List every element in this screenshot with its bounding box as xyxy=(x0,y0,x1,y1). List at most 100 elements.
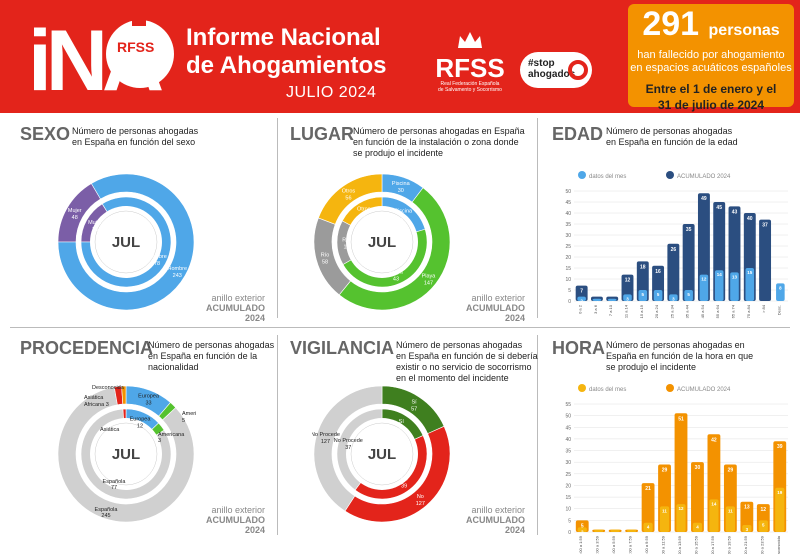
lugar-outer-0-value: 30 xyxy=(398,188,404,194)
hora-xtick: 14:00 a 15:59 xyxy=(693,535,698,554)
edad-label-month: 12 xyxy=(701,277,707,282)
hora-bar-month xyxy=(643,522,653,532)
hora-bar-acc xyxy=(674,413,688,532)
proc-outer-slice-2 xyxy=(57,386,195,523)
center-jul-label: JUL xyxy=(368,234,396,251)
hora-label-acc: 29 xyxy=(728,468,734,474)
hora-xtick: Desconocida xyxy=(776,535,781,554)
hora-bar-month xyxy=(692,522,703,532)
hora-bar-month xyxy=(577,527,587,532)
proc-label-americana-i-v: 3 xyxy=(158,438,161,444)
total-number: 291 xyxy=(642,5,700,43)
hora-ytick: 45 xyxy=(565,425,571,431)
hora-xtick: 6:00 a 7:59 xyxy=(628,535,633,554)
lugar-outer-label: anillo exterior ACUMULADO 2024 xyxy=(450,293,525,323)
lugar-desc2: en función de la instalación o zona dond… xyxy=(353,137,519,147)
edad-legend-month: datos del mes xyxy=(589,174,626,180)
proc-label-africana-o: Africana 3 xyxy=(84,402,109,408)
edad-xtick: 20 a 24 xyxy=(654,304,659,318)
edad-label-acc: 37 xyxy=(762,223,768,229)
edad-bar-acc xyxy=(759,219,772,301)
outer-label-l1: anillo exterior xyxy=(211,505,265,515)
edad-bar-acc xyxy=(667,243,680,301)
hora-ytick: 40 xyxy=(565,437,571,443)
rfess-logo: RFSS Real Federación Española de Salvame… xyxy=(420,28,520,93)
edad-bar-month xyxy=(638,290,648,301)
edad-xtick: 75 a 84 xyxy=(746,304,751,318)
edad-label-month: 3 xyxy=(626,296,629,301)
procedencia-desc1: Número de personas ahogadas xyxy=(148,340,275,350)
procedencia-title: PROCEDENCIA xyxy=(20,338,154,358)
hora-label-month: 3 xyxy=(746,527,749,532)
hora-label-acc: 42 xyxy=(711,437,717,443)
edad-label-acc: 26 xyxy=(671,247,677,253)
stop-ahogados-badge: #stop ahogados xyxy=(520,52,592,88)
sexo-outer-0-label: Mujer xyxy=(68,208,82,214)
sexo-desc: Número de personas ahogadas en España en… xyxy=(72,126,198,148)
hora-bar-month xyxy=(610,529,620,532)
vig-inner-1-value: 39 xyxy=(401,484,407,490)
vigilancia-desc4: en el momento del incidente xyxy=(396,373,509,383)
header-banner: iNA RFSS Informe Nacional de Ahogamiento… xyxy=(0,0,800,113)
vig-inner-2-label: No Procede xyxy=(334,438,363,444)
hora-ytick: 20 xyxy=(565,483,571,489)
vigilancia-desc1: Número de personas ahogadas xyxy=(396,340,523,350)
procedencia-desc2: en España en función de la xyxy=(148,351,258,361)
divider xyxy=(10,327,790,328)
lugar-inner-0-value: 19 xyxy=(400,216,406,222)
vig-outer-0-value: 57 xyxy=(411,407,417,413)
hora-label-month: 1 xyxy=(597,532,600,537)
lugar-desc3: se produjo el incidente xyxy=(353,148,444,158)
edad-bar-acc xyxy=(697,193,710,301)
proc-label-asiatica-i: Asiática xyxy=(100,427,120,433)
hora-bar-acc xyxy=(641,483,655,532)
sexo-inner-0-label: Mujer xyxy=(88,220,102,226)
edad-xtick: 25 a 34 xyxy=(669,304,674,318)
hora-ytick: 55 xyxy=(565,402,571,408)
hora-label-month: 19 xyxy=(777,490,783,495)
hora-label-acc: 51 xyxy=(678,416,684,422)
sexo-outer-slice-1 xyxy=(57,173,195,311)
lugar-outer-slice-3 xyxy=(318,173,383,225)
edad-xtick: Desc. xyxy=(776,305,781,315)
hora-bar-month xyxy=(758,520,768,532)
vig-outer-1-label: No xyxy=(417,494,424,500)
hora-ytick: 25 xyxy=(565,472,571,478)
edad-label-month: 5 xyxy=(657,292,660,297)
sexo-inner-0-value: 15 xyxy=(92,227,98,233)
edad-ytick: 45 xyxy=(565,200,571,206)
hora-bar-month xyxy=(709,499,719,532)
proc-label-desconocida: Desconocida xyxy=(92,385,125,391)
edad-xtick: > 84 xyxy=(761,304,766,313)
edad-legend-acc: ACUMULADO 2024 xyxy=(677,174,731,180)
lugar-inner-1-label: Playa xyxy=(389,270,404,276)
hora-legend-month: datos del mes xyxy=(589,387,626,393)
hora-xtick: 12:00 a 13:59 xyxy=(677,535,682,554)
report-month: JULIO 2024 xyxy=(286,84,377,101)
lugar-desc1: Número de personas ahogadas en España xyxy=(353,126,525,136)
edad-desc2: en España en función de la edad xyxy=(606,137,738,147)
vigilancia-desc3: existir o no servicio de socorrismo xyxy=(396,362,532,372)
hora-label-acc: 21 xyxy=(645,486,651,492)
total-unit: personas xyxy=(708,22,780,39)
hora-legend-acc: ACUMULADO 2024 xyxy=(677,387,731,393)
vigilancia-title: VIGILANCIA xyxy=(290,338,395,358)
counter-line1: han fallecido por ahogamiento xyxy=(637,49,785,61)
edad-bar-month xyxy=(714,270,724,301)
rfess-sub2: de Salvamento y Socorrismo xyxy=(438,87,502,93)
hora-ytick: 50 xyxy=(565,414,571,420)
edad-label-acc: 35 xyxy=(686,227,692,233)
edad-label-acc: 16 xyxy=(655,269,661,275)
divider xyxy=(537,118,538,318)
edad-bar-month xyxy=(653,290,663,301)
proc-label-espanola-o: Española xyxy=(95,507,119,513)
edad-label-acc: 43 xyxy=(732,209,738,215)
edad-label-month: 2 xyxy=(580,299,583,304)
hora-label-month: 14 xyxy=(711,501,717,506)
edad-bar-month xyxy=(592,298,602,301)
edad-bar-acc xyxy=(621,274,634,301)
edad-desc1: Número de personas ahogadas xyxy=(606,126,733,136)
outer-label-l2: ACUMULADO xyxy=(206,303,265,313)
hora-xtick: 4:00 a 5:59 xyxy=(611,535,616,554)
